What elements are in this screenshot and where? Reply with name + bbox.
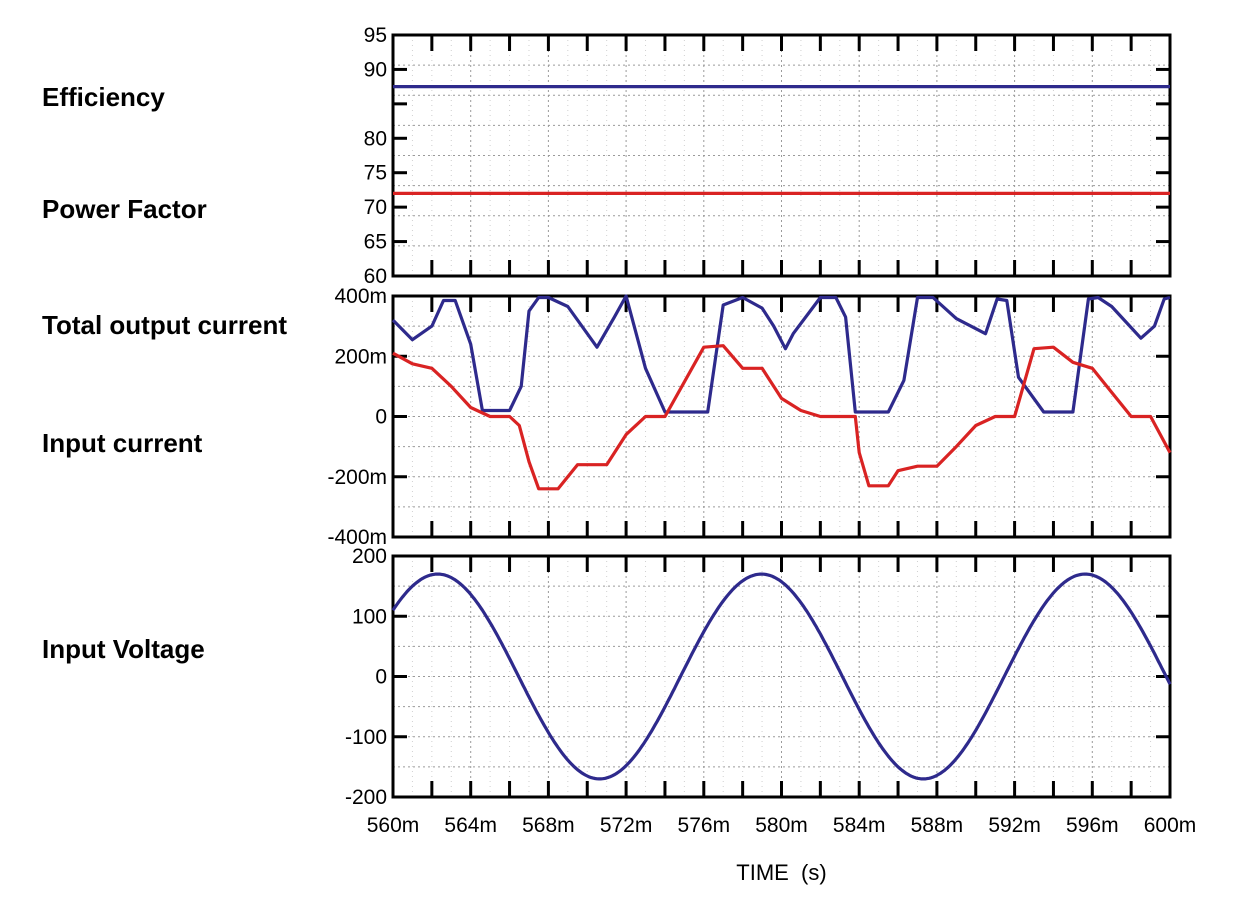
x-tick-label: 588m [911, 814, 964, 837]
x-tick-label: 564m [444, 814, 497, 837]
panel-frame [391, 294, 1172, 539]
y-tick-label: 70 [364, 196, 387, 219]
y-tick-label: -100 [345, 726, 387, 749]
series-line-input-current [392, 344, 1172, 491]
y-tick-label: 200 [352, 545, 387, 568]
input-voltage-label: Input Voltage [42, 634, 205, 664]
y-tick-label: -200 [345, 786, 387, 809]
y-tick-label: 90 [364, 58, 387, 81]
x-tick-label: 568m [522, 814, 575, 837]
panel-frame [391, 554, 1172, 799]
panel-frame [391, 33, 1172, 278]
y-tick-label: 80 [364, 127, 387, 150]
series-line-input-voltage [391, 572, 1172, 781]
total-output-current-label: Total output current [42, 310, 288, 340]
x-tick-label: 560m [367, 814, 420, 837]
power-factor-label: Power Factor [42, 194, 207, 224]
x-tick-label: 592m [988, 814, 1041, 837]
x-axis-title: TIME (s) [736, 860, 826, 885]
y-tick-label: 200m [334, 345, 387, 368]
x-tick-label: 596m [1066, 814, 1119, 837]
y-tick-label: 95 [364, 24, 387, 47]
y-tick-label: -200m [327, 466, 387, 489]
x-tick-label: 576m [678, 814, 731, 837]
x-tick-label: 584m [833, 814, 886, 837]
x-tick-label: 580m [755, 814, 808, 837]
x-tick-label: 572m [600, 814, 653, 837]
y-tick-label: 0 [375, 406, 387, 429]
y-tick-label: 0 [375, 666, 387, 689]
y-tick-label: 75 [364, 162, 387, 185]
y-tick-label: 100 [352, 605, 387, 628]
y-tick-label: 60 [364, 265, 387, 288]
y-tick-label: -400m [327, 526, 387, 549]
efficiency-label: Efficiency [42, 82, 165, 112]
y-tick-label: 65 [364, 231, 387, 254]
input-current-label: Input current [42, 428, 203, 458]
series-line-total-output-current [391, 294, 1171, 414]
y-tick-label: 400m [334, 285, 387, 308]
x-tick-label: 600m [1144, 814, 1197, 837]
